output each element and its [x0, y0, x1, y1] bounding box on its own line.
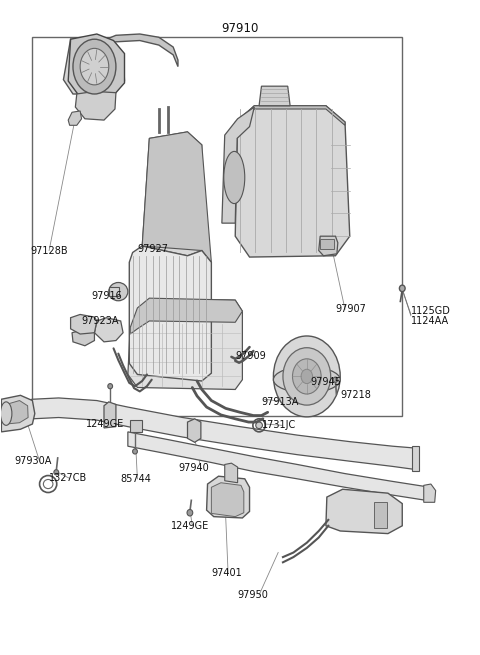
Polygon shape	[75, 92, 116, 120]
Ellipse shape	[333, 377, 338, 383]
Text: 97401: 97401	[211, 568, 242, 578]
Text: 1124AA: 1124AA	[411, 316, 449, 326]
Text: 97128B: 97128B	[30, 246, 68, 255]
Polygon shape	[128, 298, 242, 390]
Bar	[320, 239, 334, 250]
Text: 97923A: 97923A	[82, 316, 119, 326]
Text: 1327CB: 1327CB	[49, 473, 87, 483]
Text: 97940: 97940	[178, 463, 209, 474]
Polygon shape	[68, 34, 124, 94]
Text: 1731JC: 1731JC	[262, 421, 296, 430]
Polygon shape	[107, 34, 178, 67]
Polygon shape	[225, 463, 238, 483]
Text: 97930A: 97930A	[15, 456, 52, 466]
Polygon shape	[63, 39, 124, 94]
Text: 97945: 97945	[311, 377, 341, 387]
Ellipse shape	[283, 348, 331, 405]
Polygon shape	[222, 107, 254, 223]
Ellipse shape	[256, 422, 263, 428]
Ellipse shape	[292, 359, 321, 394]
Polygon shape	[211, 483, 244, 517]
Ellipse shape	[132, 449, 137, 454]
Polygon shape	[1, 396, 35, 432]
Polygon shape	[129, 246, 211, 381]
Polygon shape	[1, 402, 18, 425]
Bar	[33, 37, 402, 415]
Polygon shape	[235, 105, 345, 125]
Polygon shape	[259, 86, 290, 105]
Text: 97950: 97950	[238, 590, 268, 600]
Text: 97218: 97218	[340, 390, 371, 400]
Polygon shape	[142, 132, 211, 262]
Text: 97927: 97927	[137, 244, 168, 254]
Polygon shape	[104, 402, 116, 428]
Text: 97913A: 97913A	[262, 397, 299, 407]
Ellipse shape	[399, 285, 405, 291]
Ellipse shape	[301, 369, 312, 384]
Text: 97910: 97910	[221, 22, 259, 35]
Polygon shape	[326, 489, 402, 534]
Bar	[412, 446, 419, 471]
Text: 1249GE: 1249GE	[171, 521, 209, 531]
Polygon shape	[142, 132, 202, 255]
Ellipse shape	[0, 402, 12, 425]
Text: 1125GD: 1125GD	[411, 305, 451, 316]
Ellipse shape	[54, 470, 59, 475]
Polygon shape	[128, 432, 426, 500]
Text: 85744: 85744	[120, 474, 152, 484]
Polygon shape	[95, 318, 123, 342]
Bar	[373, 502, 387, 529]
Ellipse shape	[73, 39, 116, 94]
Text: 1249GE: 1249GE	[86, 419, 125, 429]
Bar	[109, 287, 119, 296]
Polygon shape	[71, 314, 97, 334]
Polygon shape	[130, 298, 242, 334]
Polygon shape	[206, 476, 250, 518]
Ellipse shape	[109, 282, 128, 301]
Polygon shape	[1, 398, 417, 470]
Polygon shape	[424, 484, 436, 502]
Ellipse shape	[187, 510, 193, 516]
Polygon shape	[6, 401, 28, 424]
Ellipse shape	[274, 367, 340, 393]
Bar	[130, 420, 142, 432]
Ellipse shape	[108, 384, 113, 389]
Text: 97916: 97916	[91, 291, 122, 301]
Polygon shape	[235, 105, 350, 257]
Ellipse shape	[224, 151, 245, 204]
Polygon shape	[72, 329, 95, 346]
Ellipse shape	[274, 336, 340, 417]
Polygon shape	[188, 419, 201, 442]
Text: 97909: 97909	[235, 351, 266, 361]
Polygon shape	[319, 236, 338, 255]
Ellipse shape	[80, 48, 109, 85]
Text: 97907: 97907	[336, 304, 366, 314]
Polygon shape	[68, 111, 82, 125]
